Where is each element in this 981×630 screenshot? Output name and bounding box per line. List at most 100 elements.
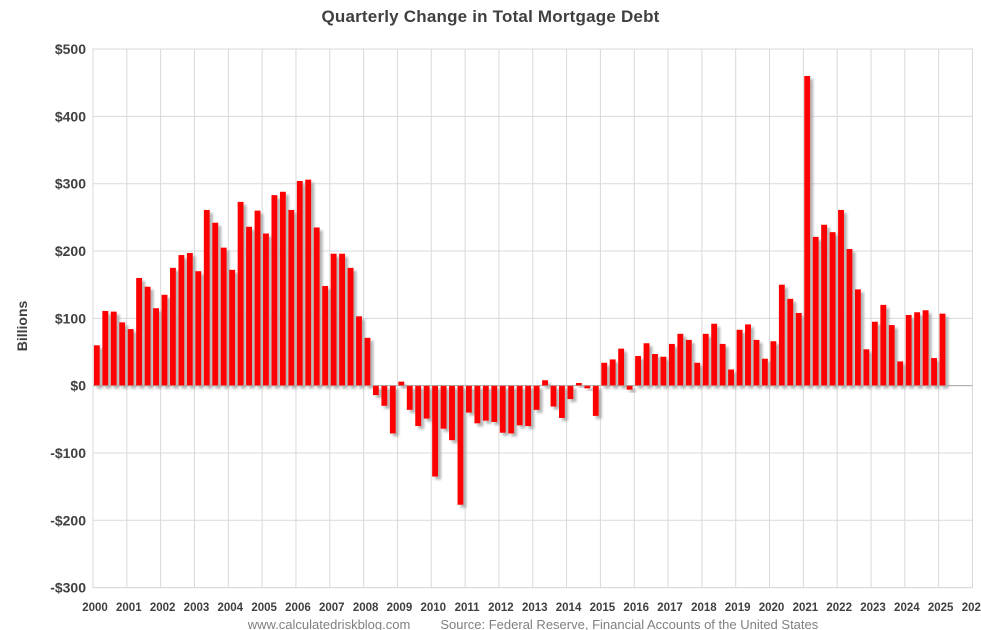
bar (736, 329, 743, 386)
bar (364, 337, 371, 386)
x-tick-label: 2026 (962, 602, 981, 614)
bar (381, 385, 388, 406)
bar (728, 369, 735, 386)
bar (787, 298, 794, 386)
bar (203, 209, 210, 386)
bar (516, 385, 523, 426)
bar (398, 381, 405, 386)
bar (356, 316, 362, 386)
y-tick-label: -$300 (50, 580, 86, 596)
bar (660, 356, 667, 386)
bar (474, 385, 481, 424)
bar (685, 339, 692, 386)
bar (263, 233, 269, 386)
y-tick-label: $0 (70, 378, 86, 394)
bar (804, 75, 811, 386)
x-tick-label: 2012 (488, 602, 514, 614)
x-tick-label: 2013 (522, 602, 548, 614)
bar (423, 385, 430, 419)
x-tick-label: 2023 (860, 602, 886, 614)
x-tick-label: 2019 (725, 602, 751, 614)
bar (195, 271, 202, 386)
x-tick-label: 2006 (285, 602, 311, 614)
bar (186, 253, 193, 386)
bar (711, 323, 718, 386)
y-tick-label: $400 (55, 108, 86, 124)
bar (305, 179, 312, 386)
bar (761, 358, 768, 386)
bar (127, 329, 134, 386)
footer-credit: www.calculatedriskblog.com Source: Federa… (93, 617, 973, 630)
x-tick-label: 2024 (894, 602, 920, 614)
bar (550, 385, 557, 407)
bar (838, 209, 844, 386)
bar (643, 343, 650, 386)
bar (119, 322, 126, 386)
bar (905, 314, 912, 386)
x-tick-label: 2003 (184, 602, 210, 614)
bar (339, 253, 346, 386)
bar (702, 333, 709, 386)
x-tick-label: 2016 (623, 602, 649, 614)
bar (677, 333, 684, 386)
x-tick-label: 2005 (251, 602, 277, 614)
bar (449, 385, 455, 441)
bar (542, 380, 549, 386)
bar (533, 385, 540, 410)
bar (575, 382, 582, 386)
bar (897, 361, 904, 386)
bar (635, 356, 642, 386)
bar (745, 324, 751, 386)
bar (330, 253, 337, 386)
x-tick-label: 2015 (590, 602, 616, 614)
bar (508, 385, 515, 434)
x-tick-label: 2018 (691, 602, 717, 614)
bar (592, 385, 599, 416)
bar-series (93, 75, 946, 505)
bar (457, 385, 464, 505)
chart-title: Quarterly Change in Total Mortgage Debt (321, 7, 660, 26)
bar (220, 247, 227, 386)
bar (288, 209, 295, 386)
x-tick-label: 2022 (826, 602, 852, 614)
bar (812, 236, 819, 386)
x-tick-label: 2021 (793, 602, 819, 614)
y-tick-label: $200 (55, 243, 86, 259)
bar (609, 359, 616, 386)
x-tick-label: 2025 (928, 602, 954, 614)
bar (694, 362, 701, 386)
bar (914, 312, 921, 386)
bar (406, 385, 413, 410)
y-tick-label: $300 (55, 176, 86, 192)
bar (93, 345, 100, 386)
bar (153, 308, 159, 386)
bar (559, 385, 565, 418)
bar (601, 362, 608, 386)
bar (415, 385, 422, 427)
bar (778, 284, 785, 386)
plot-frame (92, 48, 973, 589)
bar (466, 385, 472, 413)
footer-source-text: Source: Federal Reserve, Financial Accou… (440, 617, 819, 630)
bar (102, 310, 109, 386)
bar (753, 339, 760, 386)
x-tick-label: 2014 (556, 602, 582, 614)
x-tick-label: 2007 (319, 602, 345, 614)
bar (170, 267, 176, 386)
bar (922, 310, 929, 386)
bar (229, 269, 236, 386)
footer-site-link[interactable]: www.calculatedriskblog.com (247, 617, 411, 630)
bar (432, 385, 439, 477)
bar (372, 385, 379, 396)
bar (136, 277, 143, 386)
y-tick-label: $100 (55, 310, 86, 326)
bar (237, 201, 244, 386)
x-tick-label: 2002 (150, 602, 176, 614)
bar (491, 385, 498, 423)
bar (389, 385, 396, 434)
x-tick-label: 2017 (657, 602, 683, 614)
bar (719, 343, 726, 386)
bar (212, 222, 219, 386)
x-tick-label: 2001 (116, 602, 142, 614)
